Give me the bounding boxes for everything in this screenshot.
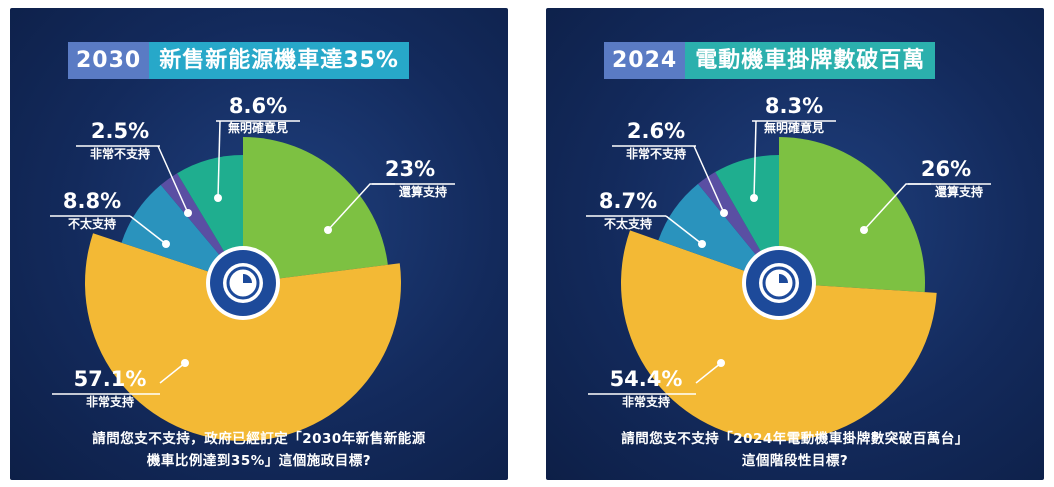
slice-category-label: 非常不支持 — [90, 146, 150, 161]
slice-category-label: 還算支持 — [399, 184, 447, 199]
slice-category-label: 無明確意見 — [228, 120, 288, 135]
leader-line — [695, 362, 722, 384]
leader-dot — [717, 359, 725, 367]
slice-value-label: 8.3% — [765, 94, 823, 118]
chart-panel-2024: 2024 電動機車掛牌數破百萬 26% 還算支持 54.4% 非常支持 8.7% 不太支持… — [546, 8, 1044, 480]
slice-value-label: 8.6% — [229, 94, 287, 118]
leader-dot — [184, 209, 192, 217]
leader-line — [217, 120, 221, 199]
slice-value-label: 57.1% — [74, 367, 147, 391]
question-line-2: 機車比例達到35%」這個施政目標? — [146, 453, 372, 469]
slice-category-label: 無明確意見 — [764, 120, 824, 135]
leader-dot — [750, 194, 758, 202]
pie-chart-2030: 23% 還算支持 57.1% 非常支持 8.8% 不太支持 2.5% 非常不支持 8.6% 無明確… — [50, 94, 455, 442]
center-clock-badge — [742, 246, 816, 320]
clock-icon — [243, 274, 252, 283]
title-text: 新售新能源機車達35% — [149, 42, 409, 79]
leader-dot — [214, 194, 222, 202]
slice-category-label: 不太支持 — [604, 216, 652, 231]
slice-strong-support — [84, 233, 401, 442]
question-line-1: 請問您支不支持「2024年電動機車掛牌數突破百萬台」 — [621, 431, 969, 447]
slice-not-much-support — [121, 184, 243, 283]
question-line-2: 這個階段性目標? — [741, 453, 849, 469]
title-year: 2030 — [68, 42, 150, 79]
leader-dot — [698, 240, 706, 248]
leader-line — [129, 215, 167, 245]
leader-line — [157, 145, 189, 214]
leader-dot — [720, 209, 728, 217]
slice-somewhat-support — [243, 137, 388, 283]
slice-strong-support — [621, 230, 937, 441]
question-line-1: 請問您支不支持，政府已經訂定「2030年新售新能源 — [92, 431, 426, 447]
slice-value-label: 26% — [921, 157, 971, 181]
leader-line — [753, 120, 757, 199]
slice-value-label: 8.7% — [599, 189, 657, 213]
slice-value-label: 23% — [385, 157, 435, 181]
leader-line — [693, 145, 725, 214]
slice-category-label: 非常支持 — [622, 394, 670, 409]
leader-dot — [181, 359, 189, 367]
clock-icon — [779, 274, 788, 283]
slice-value-label: 2.5% — [91, 119, 149, 143]
slice-category-label: 非常不支持 — [626, 146, 686, 161]
slice-value-label: 8.8% — [63, 189, 121, 213]
leader-dot — [324, 226, 332, 234]
leader-dot — [860, 226, 868, 234]
title-text: 電動機車掛牌數破百萬 — [685, 42, 936, 79]
leader-line — [665, 215, 703, 245]
pie-chart-2024: 26% 還算支持 54.4% 非常支持 8.7% 不太支持 2.6% 非常不支持 8.3% 無明確… — [586, 94, 991, 441]
chart-panel-2030: 2030 新售新能源機車達35% 23% 還算支持 57.1% 非常支持 8.8% 不太支… — [10, 8, 508, 480]
slice-somewhat-support — [779, 137, 925, 293]
title-year: 2024 — [604, 42, 686, 79]
panel-title: 2024 電動機車掛牌數破百萬 — [604, 42, 936, 79]
survey-question: 請問您支不支持「2024年電動機車掛牌數突破百萬台」 這個階段性目標? — [546, 428, 1044, 472]
slice-not-much-support — [658, 183, 779, 283]
slice-value-label: 54.4% — [610, 367, 683, 391]
slice-category-label: 還算支持 — [935, 184, 983, 199]
center-clock-badge — [206, 246, 280, 320]
survey-question: 請問您支不支持，政府已經訂定「2030年新售新能源 機車比例達到35%」這個施政… — [10, 428, 508, 472]
slice-value-label: 2.6% — [627, 119, 685, 143]
leader-dot — [162, 240, 170, 248]
leader-line — [159, 362, 186, 384]
slice-category-label: 不太支持 — [68, 216, 116, 231]
panel-title: 2030 新售新能源機車達35% — [68, 42, 409, 79]
slice-category-label: 非常支持 — [86, 394, 134, 409]
